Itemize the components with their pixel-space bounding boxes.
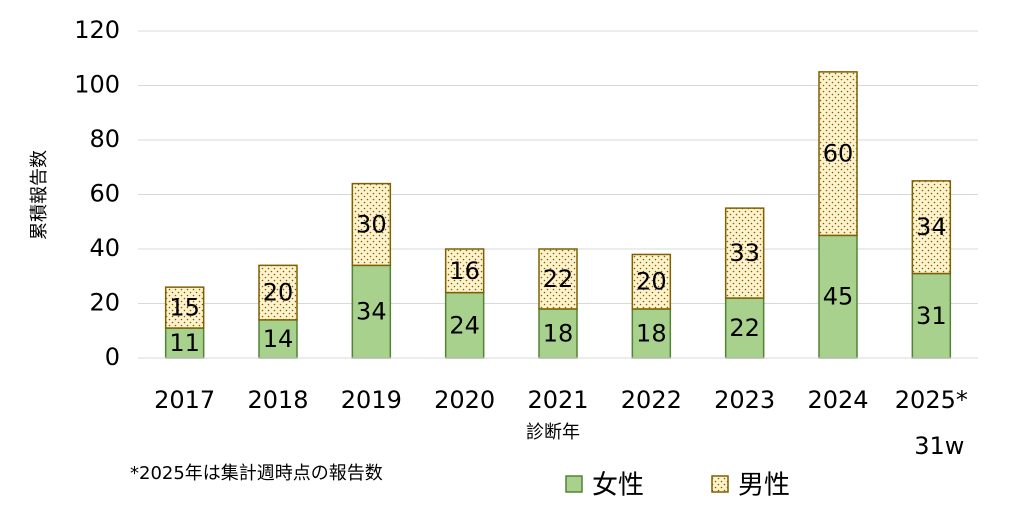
data-label: 60 [823,140,854,168]
data-label: 34 [916,213,947,241]
bar-segment [538,248,578,310]
y-tick-label: 120 [74,16,120,44]
data-label: 15 [169,294,200,322]
bar-segment [444,248,485,294]
data-label: 18 [543,319,574,347]
bar-segment [818,71,858,237]
y-tick-label: 40 [89,234,120,262]
data-label: 22 [543,265,574,293]
legend-label: 女性 [592,471,644,501]
x-tick-label: 2020 [434,386,495,414]
data-label: 45 [823,283,854,311]
x-tick-label: 2024 [807,386,868,414]
data-label: 20 [263,279,294,307]
data-label: 33 [729,239,760,267]
data-label: 24 [449,311,480,339]
bar-segment [164,286,205,329]
x-axis-label: 診断年 [526,422,580,443]
y-tick-label: 20 [89,289,120,317]
data-label: 34 [356,298,387,326]
x-tick-label: 2017 [154,386,215,414]
bar-segment [724,207,765,299]
data-label: 30 [356,210,387,238]
y-tick-label: 100 [74,71,120,99]
x-tick-label: 2022 [621,386,682,414]
data-label: 18 [636,319,667,347]
category-note: 31w [914,432,964,460]
x-tick-label: 2019 [341,386,402,414]
y-tick-label: 60 [89,180,120,208]
y-axis-label: 累積報告数 [29,150,50,240]
bar-segment [631,308,672,359]
bar-segment [351,182,392,267]
legend-swatch [711,475,729,493]
bar-segment [818,234,858,359]
data-label: 11 [169,329,200,357]
data-label: 22 [729,314,760,342]
note: *2025年は集計週時点の報告数 [130,463,383,484]
data-label: 14 [263,325,294,353]
data-label: 16 [449,257,480,285]
data-label: 31 [916,302,947,330]
bar-segment [444,291,485,359]
bar-segment [258,319,298,359]
bar-segment [911,180,952,275]
x-tick-label: 2021 [527,386,588,414]
y-tick-label: 80 [89,125,120,153]
x-tick-label: 2025* [895,386,968,414]
y-tick-label: 0 [105,343,120,371]
x-tick-label: 2023 [714,386,775,414]
x-tick-label: 2018 [247,386,308,414]
bar-segment [351,264,392,359]
legend-swatch [565,475,583,493]
bar-segment [258,264,298,321]
legend-label: 男性 [738,471,790,501]
bar-segment [631,253,672,310]
bar-segment [911,272,952,359]
data-label: 20 [636,268,667,296]
